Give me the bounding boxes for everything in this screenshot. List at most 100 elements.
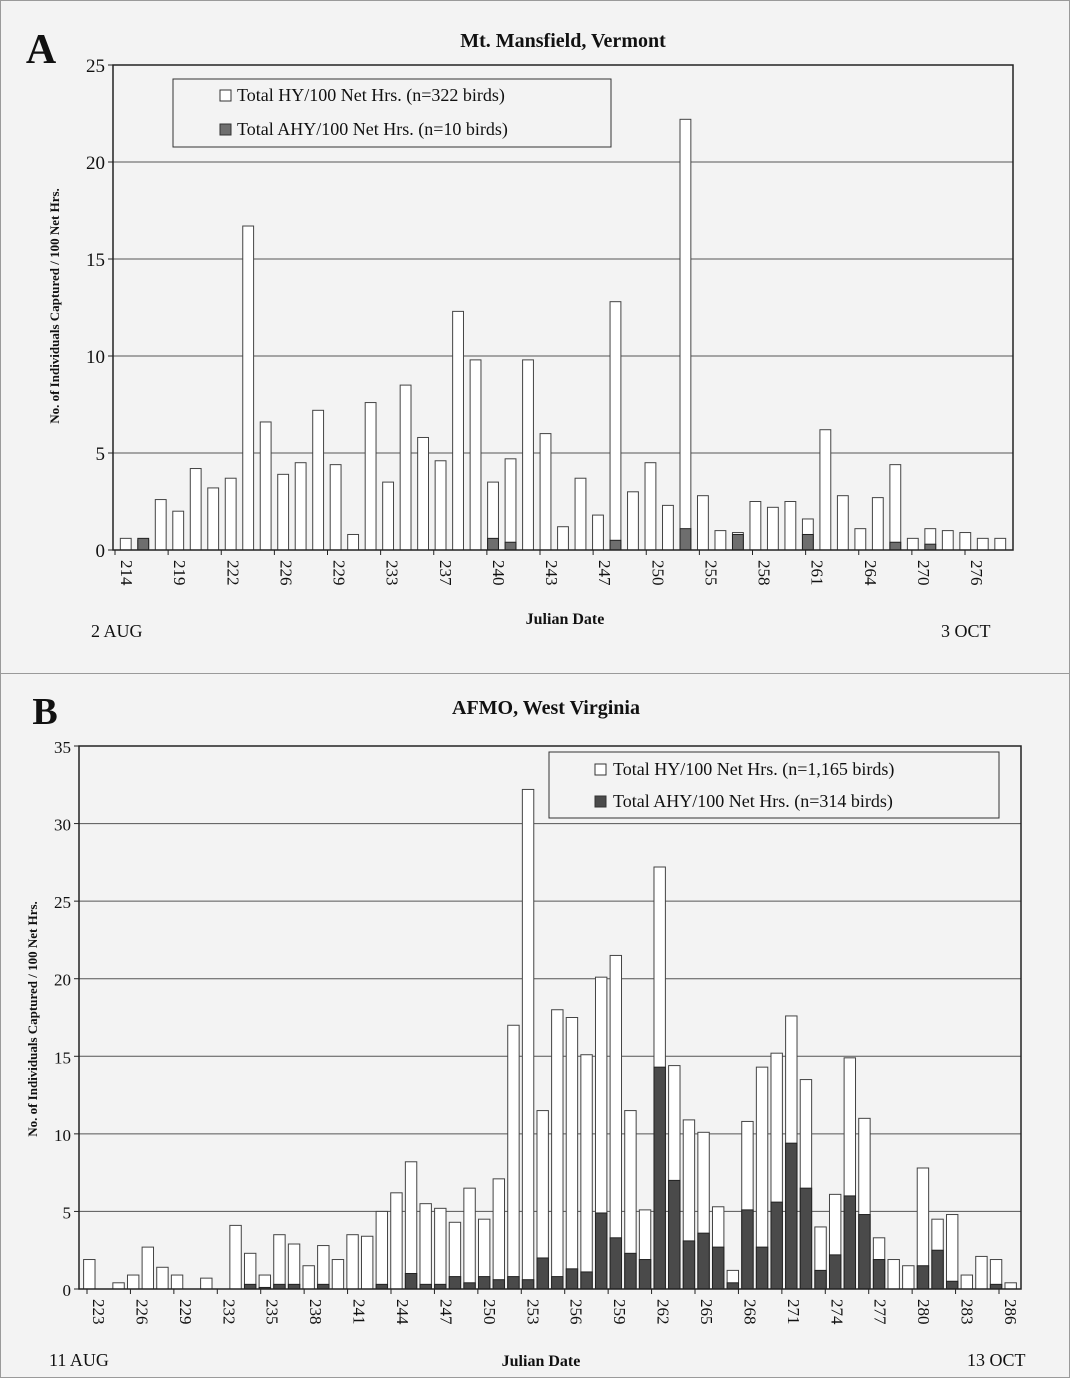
y-tick-label: 15 bbox=[54, 1048, 71, 1067]
bar-hy bbox=[976, 537, 989, 551]
y-tick-label: 20 bbox=[54, 971, 71, 990]
panel-label-b: B bbox=[32, 691, 57, 733]
y-axis-label-a: No. of Individuals Captured / 100 Net Hr… bbox=[47, 188, 62, 424]
bar-ahy bbox=[814, 1269, 827, 1290]
y-tick-label: 20 bbox=[86, 153, 105, 174]
bar-ahy bbox=[504, 541, 517, 551]
legend-label-hy: Total HY/100 Net Hrs. (n=1,165 birds) bbox=[613, 759, 894, 780]
x-tick-label: 265 bbox=[697, 1299, 716, 1325]
bar-ahy bbox=[668, 1179, 681, 1290]
bar-ahy bbox=[404, 1272, 418, 1290]
bar-ahy bbox=[565, 1268, 579, 1290]
bar-ahy bbox=[638, 1259, 652, 1290]
bar-ahy bbox=[624, 1252, 637, 1290]
bar-hy bbox=[172, 510, 185, 551]
legend-swatch-hy bbox=[594, 763, 607, 776]
bar-hy bbox=[1004, 1282, 1017, 1290]
bar-hy bbox=[417, 436, 430, 551]
bar-hy bbox=[551, 1009, 564, 1290]
x-tick-label: 268 bbox=[740, 1299, 759, 1325]
x-tick-label: 261 bbox=[808, 560, 827, 586]
x-tick-label: 223 bbox=[89, 1299, 108, 1325]
bar-hy bbox=[242, 225, 255, 551]
bar-hy bbox=[627, 491, 639, 551]
x-tick-label: 256 bbox=[567, 1299, 586, 1325]
bar-hy bbox=[364, 402, 377, 551]
bar-hy bbox=[329, 464, 342, 551]
bar-hy bbox=[889, 464, 902, 551]
bar-hy bbox=[419, 1203, 432, 1290]
end-date-label-b: 13 OCT bbox=[967, 1350, 1026, 1370]
bar-hy bbox=[522, 359, 534, 551]
bar-ahy bbox=[755, 1246, 769, 1290]
legend-swatch-hy bbox=[219, 89, 232, 102]
bar-hy bbox=[574, 477, 587, 551]
x-tick-label: 271 bbox=[784, 1299, 803, 1325]
x-tick-label: 241 bbox=[350, 1299, 369, 1325]
x-tick-label: 276 bbox=[967, 560, 986, 586]
bar-hy bbox=[469, 359, 482, 551]
bar-ahy bbox=[492, 1279, 506, 1290]
bar-hy bbox=[382, 481, 395, 551]
bar-ahy bbox=[477, 1276, 491, 1290]
bar-hy bbox=[959, 532, 972, 551]
x-tick-label: 235 bbox=[263, 1299, 282, 1325]
x-tick-label: 240 bbox=[489, 560, 508, 586]
start-date-label-a: 2 AUG bbox=[91, 621, 143, 641]
bar-ahy bbox=[931, 1249, 944, 1290]
bar-ahy bbox=[536, 1257, 549, 1290]
bar-ahy bbox=[799, 1187, 813, 1290]
x-tick-label: 280 bbox=[914, 1299, 933, 1325]
bar-hy bbox=[945, 1214, 959, 1290]
legend-box bbox=[548, 751, 1000, 819]
bar-hy bbox=[609, 301, 622, 551]
x-tick-label: 258 bbox=[755, 560, 774, 586]
y-tick-label: 0 bbox=[96, 541, 106, 562]
bar-hy bbox=[662, 504, 674, 551]
x-tick-label: 214 bbox=[117, 560, 136, 586]
y-tick-label: 10 bbox=[54, 1126, 71, 1145]
bar-hy bbox=[154, 499, 167, 551]
x-tick-label: 238 bbox=[306, 1299, 325, 1325]
x-tick-label: 277 bbox=[871, 1299, 890, 1325]
x-tick-label: 232 bbox=[219, 1299, 238, 1325]
bar-hy bbox=[521, 788, 535, 1290]
y-tick-label: 25 bbox=[86, 56, 105, 77]
bar-ahy bbox=[770, 1201, 783, 1290]
bar-ahy bbox=[507, 1276, 520, 1290]
bar-ahy bbox=[594, 1212, 608, 1290]
bar-hy bbox=[887, 1259, 900, 1290]
bar-ahy bbox=[945, 1280, 959, 1290]
bar-hy bbox=[302, 1265, 315, 1290]
bar-hy bbox=[580, 1054, 593, 1290]
bar-ahy bbox=[609, 1237, 623, 1290]
bar-hy bbox=[346, 1234, 359, 1290]
bar-hy bbox=[273, 1234, 286, 1290]
x-tick-label: 283 bbox=[958, 1299, 977, 1325]
bar-ahy bbox=[785, 1142, 798, 1290]
y-tick-label: 10 bbox=[86, 347, 105, 368]
x-tick-label: 270 bbox=[914, 560, 933, 586]
y-tick-label: 35 bbox=[54, 738, 71, 757]
bar-hy bbox=[696, 495, 709, 551]
x-tick-label: 255 bbox=[701, 560, 720, 586]
bar-hy bbox=[941, 530, 954, 551]
bar-ahy bbox=[916, 1265, 930, 1290]
bar-ahy bbox=[682, 1240, 696, 1290]
panel-a: A Mt. Mansfield, Vermont No. of Individu… bbox=[1, 1, 1069, 674]
y-tick-label: 5 bbox=[63, 1203, 72, 1222]
bar-hy bbox=[644, 462, 657, 551]
bar-hy bbox=[434, 1207, 447, 1290]
bar-ahy bbox=[551, 1276, 564, 1290]
bar-ahy bbox=[731, 533, 744, 551]
bar-hy bbox=[83, 1259, 96, 1290]
bar-hy bbox=[994, 537, 1007, 551]
x-tick-label: 243 bbox=[542, 560, 561, 586]
legend-label-ahy: Total AHY/100 Net Hrs. (n=314 birds) bbox=[613, 791, 893, 812]
bar-ahy bbox=[679, 528, 692, 551]
bar-hy bbox=[766, 506, 779, 551]
bar-hy bbox=[399, 384, 412, 551]
bar-hy bbox=[906, 537, 919, 551]
x-tick-label: 247 bbox=[595, 560, 614, 586]
